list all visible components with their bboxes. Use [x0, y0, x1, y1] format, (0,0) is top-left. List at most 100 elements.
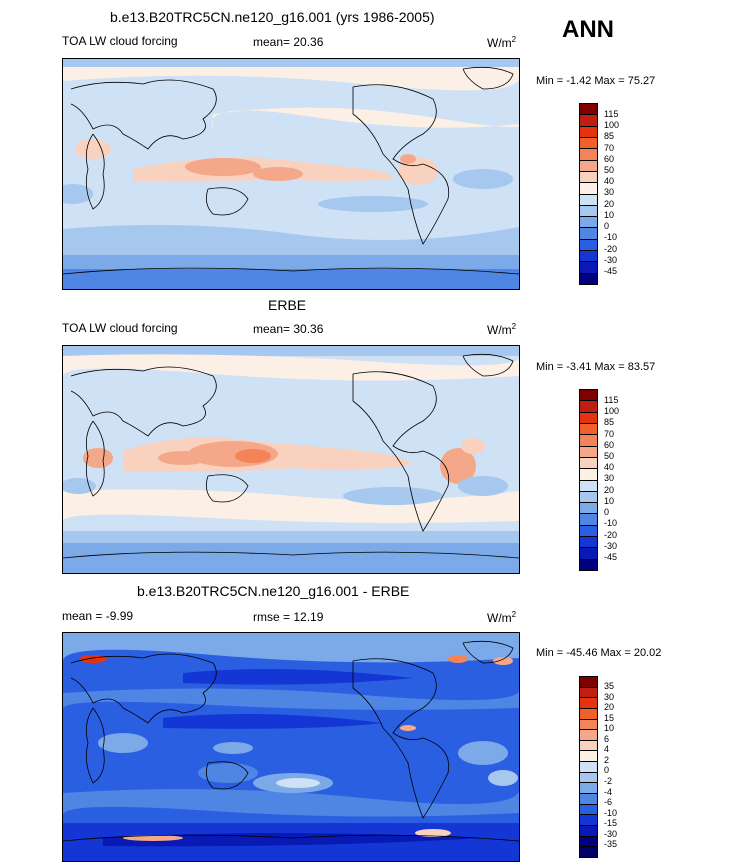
panel2-title: ERBE	[268, 297, 307, 313]
colorbar-tick: -10	[604, 808, 618, 818]
colorbar-tick: 70	[604, 429, 615, 439]
colorbar-swatch	[580, 390, 597, 402]
colorbar-tick: -10	[604, 232, 618, 242]
colorbar-swatch	[580, 762, 597, 773]
colorbar-swatch	[580, 730, 597, 741]
colorbar-swatch	[580, 687, 597, 699]
colorbar-tick: -20	[604, 244, 618, 254]
colorbar-tick: 20	[604, 485, 615, 495]
colorbar-swatch	[580, 491, 597, 504]
panel1-map	[62, 58, 520, 290]
colorbar-swatch	[580, 677, 597, 688]
colorbar-swatch	[580, 740, 597, 752]
colorbar-tick: 30	[604, 473, 615, 483]
colorbar-swatch	[580, 469, 597, 481]
colorbar-swatch	[580, 772, 597, 784]
colorbar-tick: 100	[604, 120, 620, 130]
colorbar-tick: 0	[604, 221, 610, 231]
colorbar-tick: 30	[604, 187, 615, 197]
panel3-title: b.e13.B20TRC5CN.ne120_g16.001 - ERBE	[137, 583, 410, 599]
colorbar-swatch	[580, 836, 597, 848]
panel3-units: W/m2	[487, 610, 517, 625]
colorbar-tick: 0	[604, 507, 610, 517]
colorbar-tick: -2	[604, 776, 613, 786]
colorbar-tick: 30	[604, 692, 615, 702]
panel1-title: b.e13.B20TRC5CN.ne120_g16.001 (yrs 1986-…	[110, 9, 435, 25]
colorbar-swatch	[580, 815, 597, 826]
colorbar-swatch	[580, 525, 597, 538]
panel1-variable-label: TOA LW cloud forcing	[62, 34, 178, 48]
colorbar-swatch	[580, 548, 597, 560]
colorbar-tick: -30	[604, 541, 618, 551]
panel1-mean-label: mean= 20.36	[253, 35, 324, 49]
colorbar-swatch	[580, 194, 597, 206]
panel2-colorbar	[579, 389, 598, 571]
colorbar-tick: 115	[604, 109, 619, 119]
colorbar-tick: 85	[604, 131, 615, 141]
colorbar-tick: -30	[604, 255, 618, 265]
colorbar-swatch	[580, 698, 597, 709]
panel1-colorbar	[579, 103, 598, 285]
colorbar-tick: 115	[604, 395, 619, 405]
colorbar-tick: -15	[604, 818, 618, 828]
colorbar-tick: -4	[604, 787, 613, 797]
colorbar-swatch	[580, 239, 597, 252]
colorbar-tick: 10	[604, 723, 615, 733]
colorbar-swatch	[580, 251, 597, 263]
colorbar-tick: -6	[604, 797, 613, 807]
season-label: ANN	[562, 16, 614, 43]
colorbar-swatch	[580, 183, 597, 195]
panel3-minmax: Min = -45.46 Max = 20.02	[536, 647, 662, 659]
colorbar-swatch	[580, 423, 597, 436]
colorbar-tick: 15	[604, 713, 615, 723]
panel2-units: W/m2	[487, 322, 517, 337]
colorbar-swatch	[580, 115, 597, 127]
colorbar-swatch	[580, 480, 597, 492]
panel2-map	[62, 345, 520, 574]
colorbar-tick: 10	[604, 496, 615, 506]
colorbar-tick: 70	[604, 143, 615, 153]
colorbar-swatch	[580, 804, 597, 816]
colorbar-swatch	[580, 559, 597, 570]
colorbar-swatch	[580, 503, 597, 515]
colorbar-tick: -45	[604, 266, 618, 276]
panel2-variable-label: TOA LW cloud forcing	[62, 321, 178, 335]
colorbar-tick: 35	[604, 681, 615, 691]
colorbar-swatch	[580, 401, 597, 413]
colorbar-tick: -30	[604, 829, 618, 839]
colorbar-tick: 20	[604, 702, 615, 712]
panel3-map	[62, 632, 520, 862]
colorbar-tick: 60	[604, 154, 615, 164]
panel3-mean-label: mean = -9.99	[62, 609, 134, 623]
panel1-minmax: Min = -1.42 Max = 75.27	[536, 75, 656, 87]
colorbar-tick: 85	[604, 417, 615, 427]
colorbar-swatch	[580, 825, 597, 837]
colorbar-swatch	[580, 149, 597, 161]
colorbar-tick: 4	[604, 744, 610, 754]
colorbar-swatch	[580, 708, 597, 720]
colorbar-tick: 50	[604, 451, 615, 461]
colorbar-swatch	[580, 160, 597, 172]
colorbar-tick: 50	[604, 165, 615, 175]
colorbar-swatch	[580, 457, 597, 470]
colorbar-swatch	[580, 205, 597, 218]
colorbar-swatch	[580, 171, 597, 184]
colorbar-tick: 0	[604, 765, 610, 775]
colorbar-swatch	[580, 719, 597, 731]
colorbar-swatch	[580, 446, 597, 458]
colorbar-swatch	[580, 217, 597, 229]
colorbar-swatch	[580, 783, 597, 795]
colorbar-tick: 100	[604, 406, 620, 416]
colorbar-tick: -10	[604, 518, 618, 528]
panel2-mean-label: mean= 30.36	[253, 322, 324, 336]
panel1-units: W/m2	[487, 35, 517, 50]
colorbar-tick: 40	[604, 176, 615, 186]
colorbar-swatch	[580, 228, 597, 240]
colorbar-swatch	[580, 847, 597, 857]
colorbar-swatch	[580, 794, 597, 805]
colorbar-tick: 10	[604, 210, 615, 220]
colorbar-tick: 6	[604, 734, 610, 744]
colorbar-swatch	[580, 262, 597, 274]
colorbar-tick: 60	[604, 440, 615, 450]
colorbar-swatch	[580, 137, 597, 150]
